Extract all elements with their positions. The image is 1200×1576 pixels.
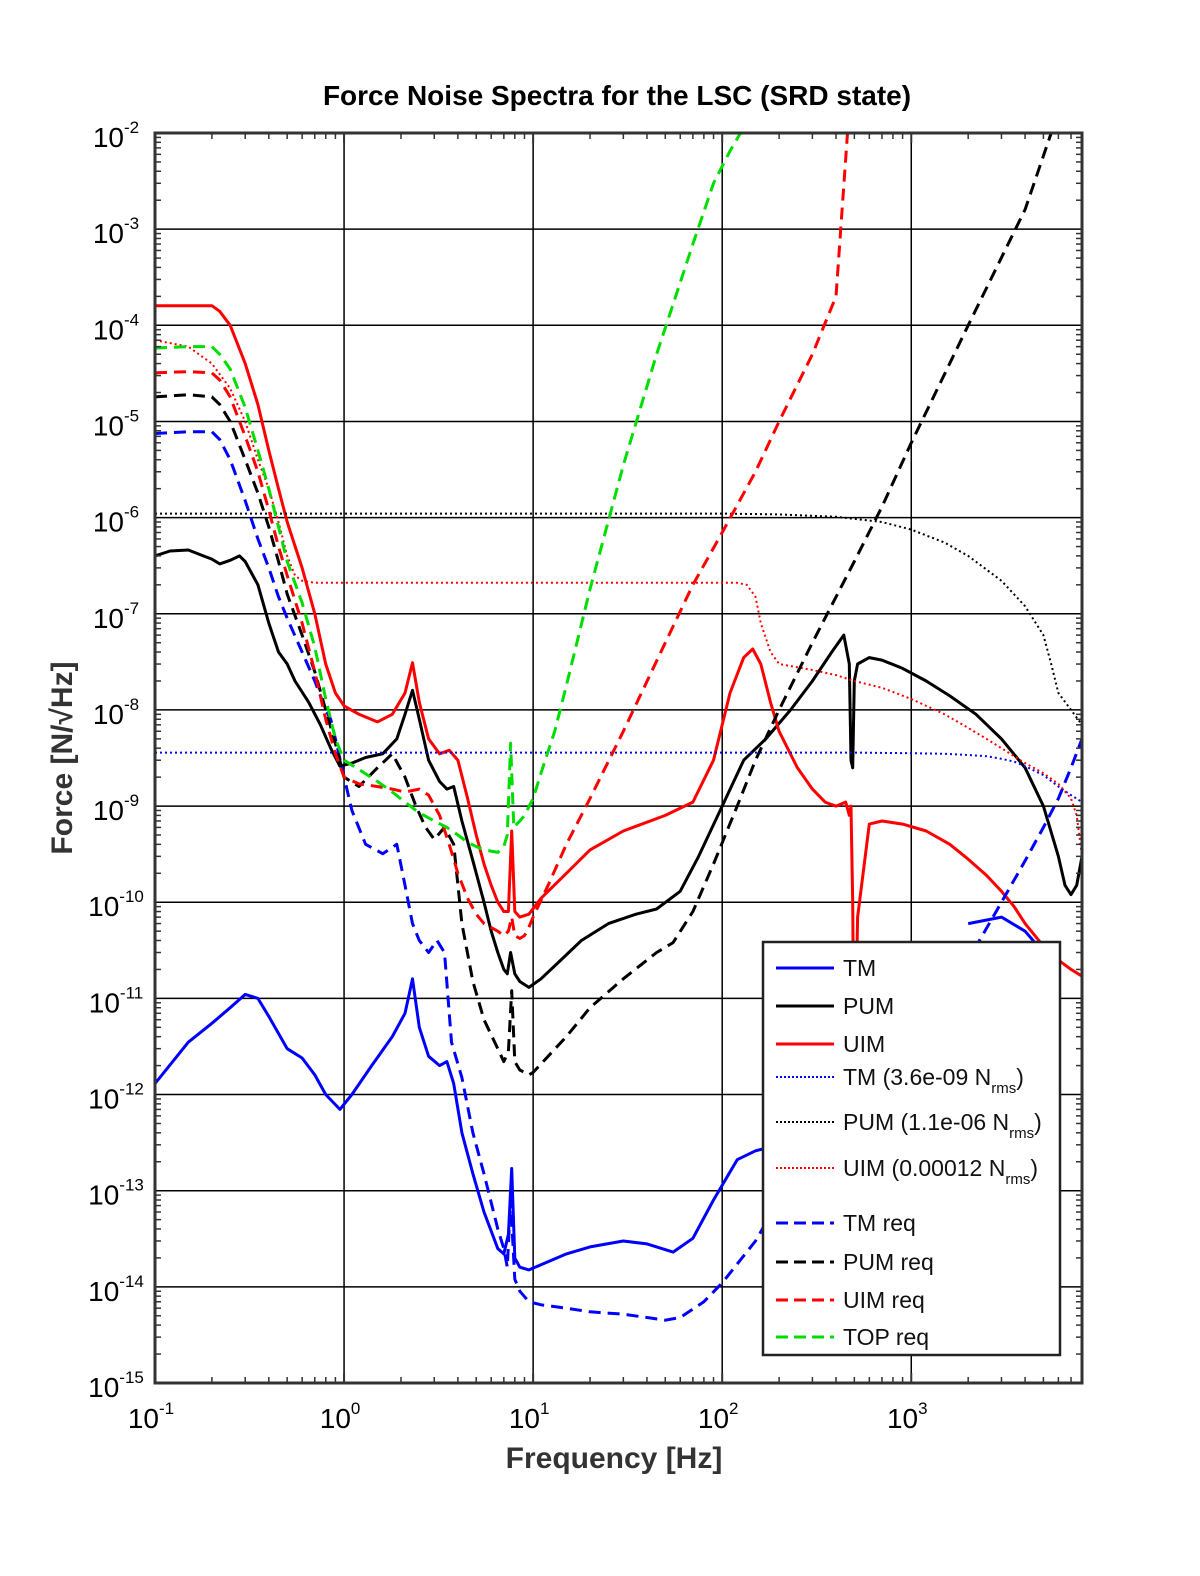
series-uim-req-line	[155, 133, 849, 940]
y-tick-label: 10-8	[93, 695, 139, 730]
series-tm-req-line	[943, 738, 1082, 1000]
y-tick-label: 10-9	[93, 791, 139, 826]
legend-label: UIM	[843, 1031, 885, 1057]
legend-label: TM	[843, 955, 876, 981]
x-tick-label: 100	[320, 1399, 361, 1434]
y-tick-labels: 10-2 10-3 10-4 10-5 10-6 10-7 10-8 10-9 10-10 10-…	[88, 118, 144, 1403]
legend-box	[761, 940, 1062, 1357]
x-tick-label: 103	[887, 1399, 928, 1434]
x-tick-label: 10-1	[128, 1399, 174, 1434]
legend-label: PUM req	[843, 1249, 934, 1275]
legend-label: TM req	[843, 1210, 916, 1236]
series-tm-line	[155, 977, 813, 1272]
y-tick-label: 10-6	[93, 503, 139, 538]
legend-label: PUM (1.1e-06 Nrms)	[843, 1109, 1042, 1142]
y-tick-label: 10-7	[93, 599, 139, 634]
chart-title: Force Noise Spectra for the LSC (SRD sta…	[323, 80, 911, 111]
series-pum-1-1e-06-n-line	[155, 512, 1082, 726]
legend-label: UIM (0.00012 Nrms)	[843, 1155, 1038, 1188]
series-uim-line	[155, 304, 1082, 1096]
y-tick-label: 10-15	[88, 1368, 144, 1403]
y-tick-label: 10-14	[88, 1272, 144, 1307]
plot-frame	[153, 131, 1084, 1385]
y-tick-label: 10-12	[88, 1080, 144, 1115]
legend-label: TM (3.6e-09 Nrms)	[843, 1064, 1024, 1097]
y-tick-label: 10-5	[93, 406, 139, 441]
axis-ticks	[154, 133, 1083, 1383]
y-axis-label: Force [N/√Hz]	[46, 661, 79, 854]
y-tick-label: 10-10	[88, 887, 144, 922]
x-tick-labels: 10-1 100 101 102 103	[128, 1399, 928, 1434]
x-tick-label: 101	[509, 1399, 550, 1434]
legend-label: PUM	[843, 993, 894, 1019]
legend: TM PUM UIM TM (3.6e-09 Nrms) PUM (1.1e-06 Nr…	[761, 940, 1062, 1357]
legend-label: TOP req	[843, 1324, 929, 1350]
y-tick-label: 10-4	[93, 310, 139, 345]
legend-label: UIM req	[843, 1287, 925, 1313]
y-tick-label: 10-2	[93, 118, 139, 153]
y-tick-label: 10-13	[88, 1176, 144, 1211]
x-axis-label: Frequency [Hz]	[506, 1442, 723, 1475]
y-tick-label: 10-3	[93, 214, 139, 249]
x-tick-label: 102	[698, 1399, 739, 1434]
series-group	[155, 133, 1082, 1322]
y-tick-label: 10-11	[89, 983, 143, 1018]
series-pum-line	[155, 548, 1082, 989]
series-top-req-line	[155, 133, 742, 854]
